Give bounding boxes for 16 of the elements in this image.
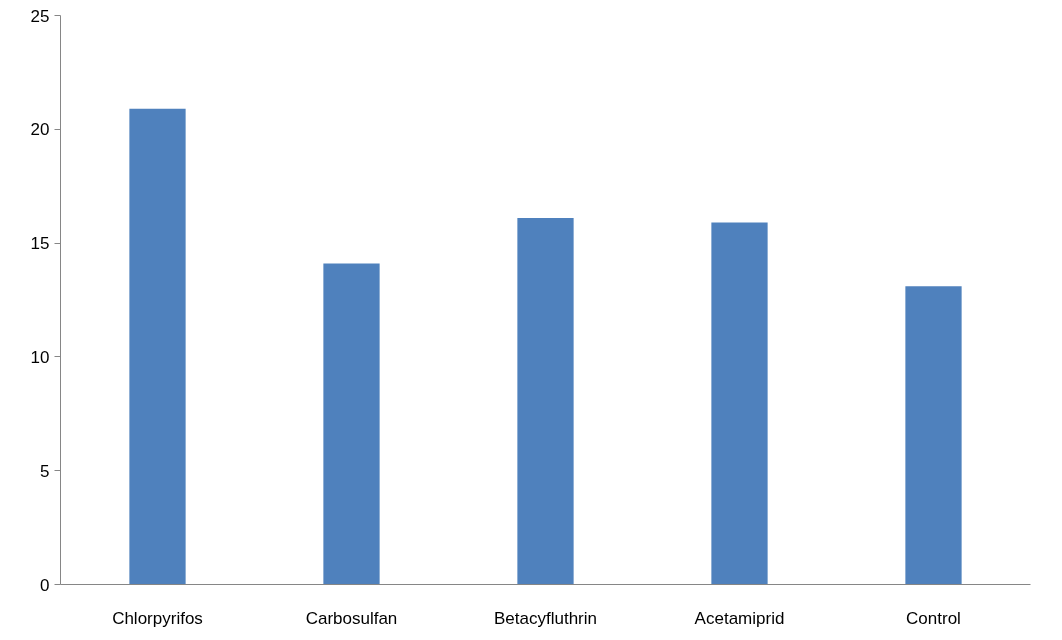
bar xyxy=(323,263,380,585)
y-tick-label: 25 xyxy=(30,6,50,26)
bar xyxy=(711,222,768,585)
bar xyxy=(905,286,962,585)
bar xyxy=(129,108,186,585)
bar xyxy=(517,218,574,585)
x-tick-label: Control xyxy=(906,608,961,628)
x-tick-label: Chlorpyrifos xyxy=(112,608,203,628)
y-tick-label: 15 xyxy=(30,234,50,254)
x-tick-label: Acetamiprid xyxy=(694,608,785,628)
x-tick-label: Carbosulfan xyxy=(305,608,398,628)
x-tick-label: Betacyfluthrin xyxy=(494,608,597,628)
y-tick-label: 10 xyxy=(30,347,50,367)
y-tick-label: 5 xyxy=(40,461,50,481)
y-tick-label: 0 xyxy=(40,575,50,595)
y-tick-label: 20 xyxy=(30,120,50,140)
